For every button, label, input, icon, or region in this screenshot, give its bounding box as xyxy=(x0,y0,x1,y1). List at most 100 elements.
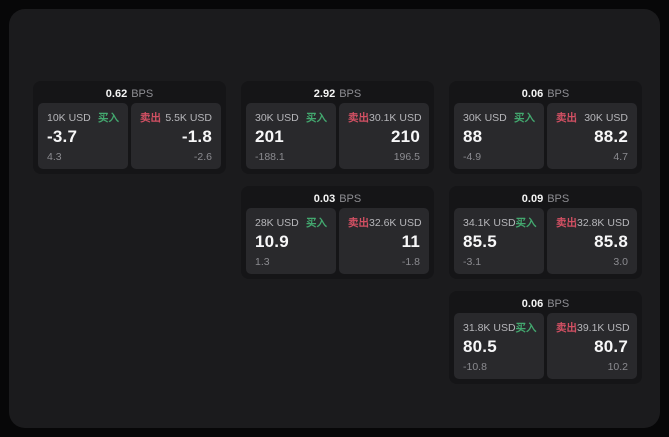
buy-side-label: 买入 xyxy=(98,112,119,124)
sell-side-label: 卖出 xyxy=(556,322,577,334)
buy-price: 10.9 xyxy=(255,232,289,251)
sell-price: 88.2 xyxy=(594,127,628,146)
buy-pane[interactable]: 31.8K USD 买入 80.5 -10.8 xyxy=(454,313,544,379)
bps-value: 2.92 xyxy=(313,88,336,100)
buy-amount: 30K USD xyxy=(463,111,507,124)
sell-delta: 3.0 xyxy=(613,256,628,268)
sell-delta: -1.8 xyxy=(401,256,420,268)
buy-side-label: 买入 xyxy=(306,112,327,124)
quote-card: 0.62 BPS 10K USD 买入 -3.7 4.3 卖出 5.5K USD… xyxy=(33,81,226,174)
sell-pane[interactable]: 卖出 5.5K USD -1.8 -2.6 xyxy=(131,103,221,169)
buy-top-row: 28K USD 买入 xyxy=(255,215,327,230)
sell-price: 85.8 xyxy=(594,232,628,251)
sell-side-label: 卖出 xyxy=(556,217,577,229)
buy-side-label: 买入 xyxy=(514,112,535,124)
sell-amount: 32.6K USD xyxy=(369,216,422,229)
buy-delta: -3.1 xyxy=(463,256,482,268)
buy-top-row: 31.8K USD 买入 xyxy=(463,320,537,335)
bps-value: 0.03 xyxy=(313,193,336,205)
sell-delta: 196.5 xyxy=(393,151,420,163)
buy-top-row: 10K USD 买入 xyxy=(47,110,119,125)
sell-top-row: 卖出 30K USD xyxy=(556,110,628,125)
sell-pane[interactable]: 卖出 32.6K USD 11 -1.8 xyxy=(339,208,429,274)
quote-card: 0.06 BPS 30K USD 买入 88 -4.9 卖出 30K USD 8… xyxy=(449,81,642,174)
bps-unit-label: BPS xyxy=(547,88,570,100)
bps-value: 0.06 xyxy=(521,88,544,100)
sell-amount: 30K USD xyxy=(584,111,628,124)
bps-value: 0.06 xyxy=(521,298,544,310)
bps-unit-label: BPS xyxy=(547,298,570,310)
sell-pane[interactable]: 卖出 30K USD 88.2 4.7 xyxy=(547,103,637,169)
card-body: 28K USD 买入 10.9 1.3 卖出 32.6K USD 11 -1.8 xyxy=(246,208,429,274)
bps-header: 0.09 BPS xyxy=(454,190,637,208)
sell-price: 80.7 xyxy=(594,337,628,356)
sell-top-row: 卖出 30.1K USD xyxy=(348,110,422,125)
bps-unit-label: BPS xyxy=(547,193,570,205)
buy-pane[interactable]: 28K USD 买入 10.9 1.3 xyxy=(246,208,336,274)
buy-price: -3.7 xyxy=(47,127,78,146)
card-body: 31.8K USD 买入 80.5 -10.8 卖出 39.1K USD 80.… xyxy=(454,313,637,379)
bps-value: 0.09 xyxy=(521,193,544,205)
buy-delta: -10.8 xyxy=(463,361,487,373)
buy-top-row: 30K USD 买入 xyxy=(255,110,327,125)
buy-top-row: 30K USD 买入 xyxy=(463,110,535,125)
quote-card: 0.03 BPS 28K USD 买入 10.9 1.3 卖出 32.6K US… xyxy=(241,186,434,279)
card-body: 30K USD 买入 88 -4.9 卖出 30K USD 88.2 4.7 xyxy=(454,103,637,169)
buy-pane[interactable]: 10K USD 买入 -3.7 4.3 xyxy=(38,103,128,169)
quotes-panel: 0.62 BPS 10K USD 买入 -3.7 4.3 卖出 5.5K USD… xyxy=(9,9,660,428)
sell-amount: 5.5K USD xyxy=(165,111,212,124)
card-body: 34.1K USD 买入 85.5 -3.1 卖出 32.8K USD 85.8… xyxy=(454,208,637,274)
sell-price: 210 xyxy=(391,127,420,146)
buy-side-label: 买入 xyxy=(515,322,537,334)
bps-header: 0.06 BPS xyxy=(454,85,637,103)
buy-price: 201 xyxy=(255,127,284,146)
sell-delta: 4.7 xyxy=(613,151,628,163)
sell-amount: 39.1K USD xyxy=(577,321,630,334)
bps-value: 0.62 xyxy=(105,88,128,100)
buy-amount: 10K USD xyxy=(47,111,91,124)
buy-delta: 1.3 xyxy=(255,256,270,268)
quote-card: 2.92 BPS 30K USD 买入 201 -188.1 卖出 30.1K … xyxy=(241,81,434,174)
sell-delta: -2.6 xyxy=(193,151,212,163)
sell-price: 11 xyxy=(401,232,420,251)
sell-top-row: 卖出 32.6K USD xyxy=(348,215,422,230)
buy-price: 88 xyxy=(463,127,483,146)
buy-side-label: 买入 xyxy=(515,217,537,229)
sell-side-label: 卖出 xyxy=(348,217,369,229)
buy-amount: 28K USD xyxy=(255,216,299,229)
buy-delta: -188.1 xyxy=(255,151,285,163)
sell-top-row: 卖出 32.8K USD xyxy=(556,215,630,230)
sell-amount: 32.8K USD xyxy=(577,216,630,229)
buy-delta: 4.3 xyxy=(47,151,62,163)
quote-cards-grid: 0.62 BPS 10K USD 买入 -3.7 4.3 卖出 5.5K USD… xyxy=(33,81,642,384)
bps-unit-label: BPS xyxy=(339,193,362,205)
buy-pane[interactable]: 30K USD 买入 201 -188.1 xyxy=(246,103,336,169)
sell-pane[interactable]: 卖出 32.8K USD 85.8 3.0 xyxy=(547,208,637,274)
quote-card: 0.09 BPS 34.1K USD 买入 85.5 -3.1 卖出 32.8K… xyxy=(449,186,642,279)
bps-header: 0.03 BPS xyxy=(246,190,429,208)
bps-header: 0.62 BPS xyxy=(38,85,221,103)
card-body: 30K USD 买入 201 -188.1 卖出 30.1K USD 210 1… xyxy=(246,103,429,169)
sell-side-label: 卖出 xyxy=(348,112,369,124)
sell-top-row: 卖出 39.1K USD xyxy=(556,320,630,335)
quote-card: 0.06 BPS 31.8K USD 买入 80.5 -10.8 卖出 39.1… xyxy=(449,291,642,384)
buy-pane[interactable]: 34.1K USD 买入 85.5 -3.1 xyxy=(454,208,544,274)
buy-price: 85.5 xyxy=(463,232,497,251)
sell-top-row: 卖出 5.5K USD xyxy=(140,110,212,125)
bps-header: 0.06 BPS xyxy=(454,295,637,313)
buy-pane[interactable]: 30K USD 买入 88 -4.9 xyxy=(454,103,544,169)
buy-top-row: 34.1K USD 买入 xyxy=(463,215,537,230)
buy-delta: -4.9 xyxy=(463,151,482,163)
sell-side-label: 卖出 xyxy=(556,112,577,124)
buy-side-label: 买入 xyxy=(306,217,327,229)
sell-side-label: 卖出 xyxy=(140,112,161,124)
card-body: 10K USD 买入 -3.7 4.3 卖出 5.5K USD -1.8 -2.… xyxy=(38,103,221,169)
buy-price: 80.5 xyxy=(463,337,497,356)
bps-unit-label: BPS xyxy=(339,88,362,100)
sell-delta: 10.2 xyxy=(607,361,628,373)
sell-pane[interactable]: 卖出 30.1K USD 210 196.5 xyxy=(339,103,429,169)
sell-pane[interactable]: 卖出 39.1K USD 80.7 10.2 xyxy=(547,313,637,379)
bps-unit-label: BPS xyxy=(131,88,154,100)
bps-header: 2.92 BPS xyxy=(246,85,429,103)
